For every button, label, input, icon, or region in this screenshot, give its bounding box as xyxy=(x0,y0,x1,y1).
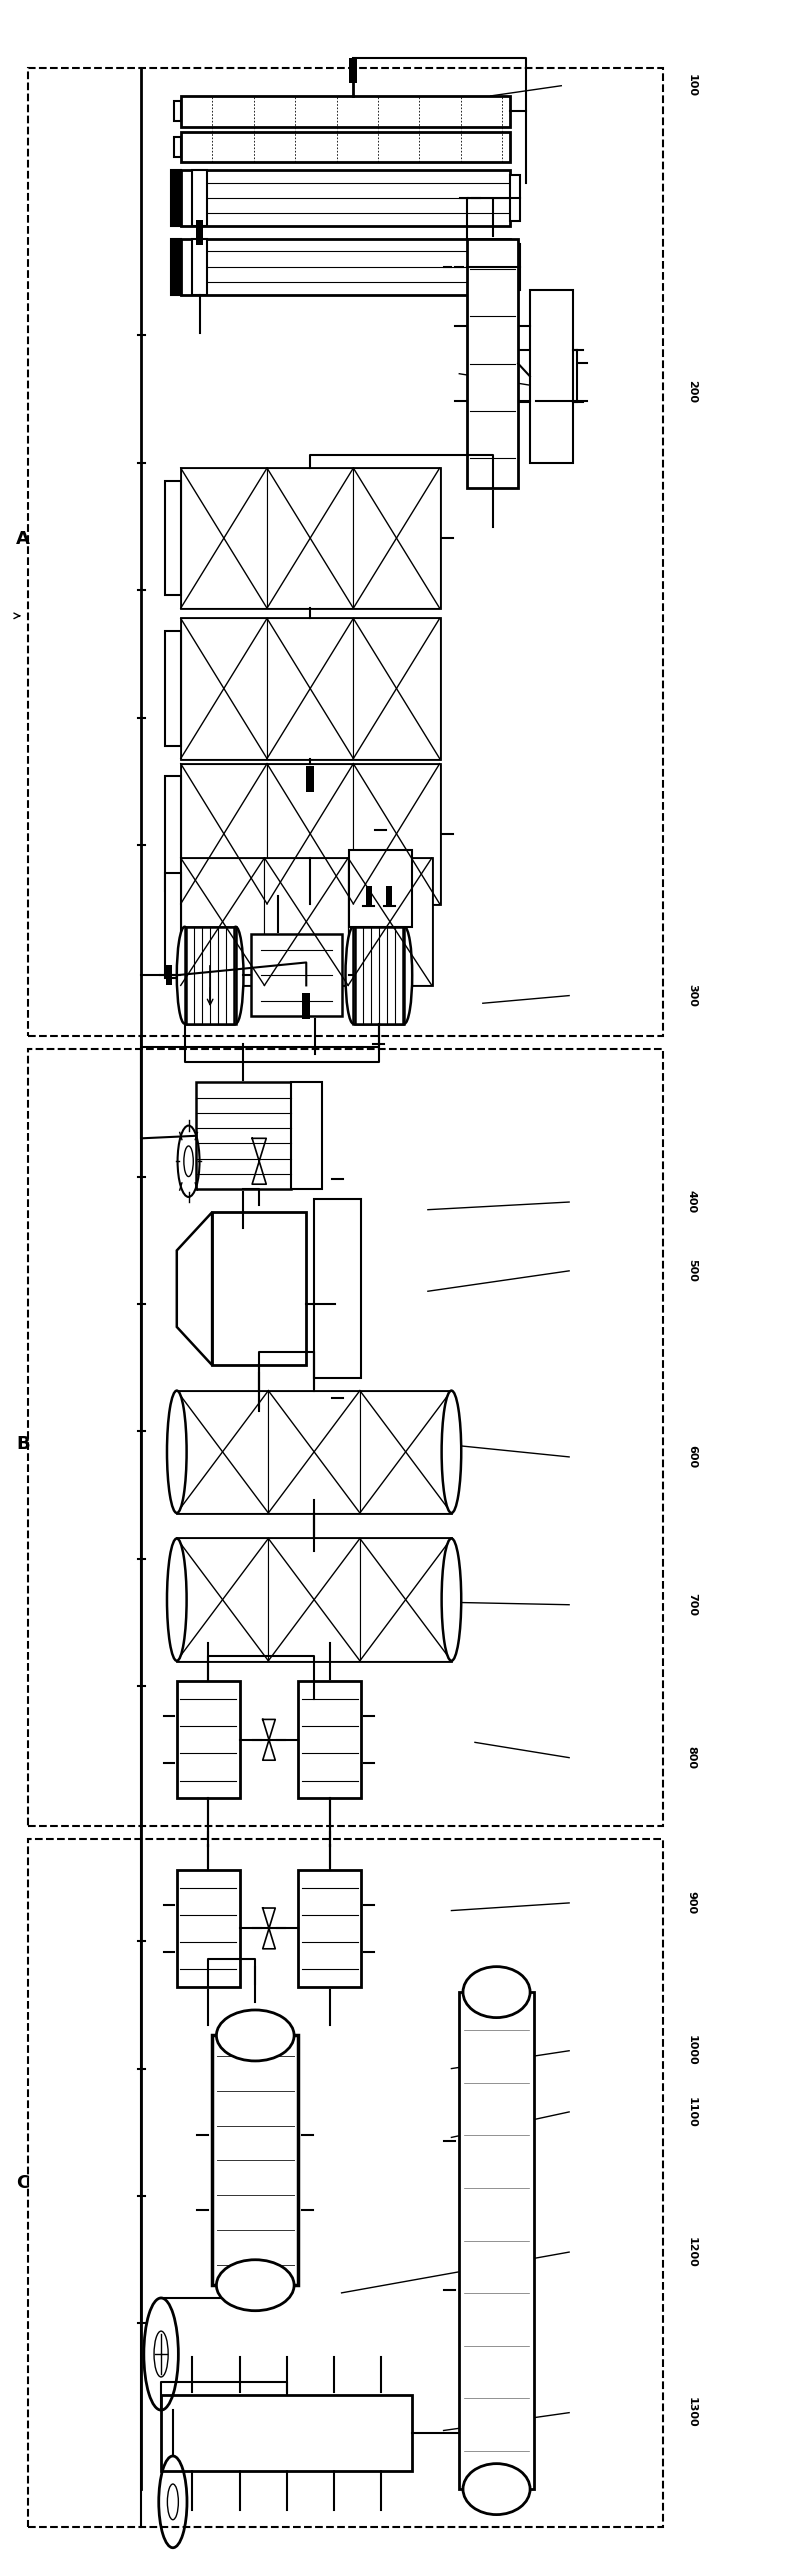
Bar xyxy=(181,169,510,225)
Bar xyxy=(459,1992,534,2488)
Bar xyxy=(467,238,518,488)
Ellipse shape xyxy=(216,2010,294,2061)
Bar xyxy=(177,1869,239,1987)
Ellipse shape xyxy=(346,926,361,1023)
Bar xyxy=(181,238,510,294)
Bar xyxy=(177,1391,268,1514)
Bar xyxy=(177,1539,451,1662)
Bar xyxy=(212,2035,298,2286)
Bar xyxy=(366,887,372,905)
Bar xyxy=(166,964,172,984)
Bar xyxy=(181,130,510,161)
Ellipse shape xyxy=(167,1539,186,1662)
Bar xyxy=(181,619,439,759)
Bar xyxy=(302,992,310,1018)
Bar xyxy=(268,1391,360,1514)
Bar xyxy=(161,2396,412,2470)
Ellipse shape xyxy=(463,2462,530,2514)
Bar xyxy=(181,765,439,903)
Bar xyxy=(267,468,354,609)
Bar xyxy=(510,174,519,220)
Bar xyxy=(171,238,181,294)
Text: 800: 800 xyxy=(687,1746,697,1769)
Bar xyxy=(268,1539,360,1662)
Bar xyxy=(290,1082,322,1189)
Bar xyxy=(181,468,267,609)
Ellipse shape xyxy=(228,926,243,1023)
Bar xyxy=(181,859,432,984)
Bar xyxy=(177,1539,268,1662)
Bar xyxy=(181,859,264,984)
Bar xyxy=(264,859,348,984)
Ellipse shape xyxy=(167,1391,186,1514)
Bar xyxy=(251,933,342,1015)
Bar xyxy=(212,1212,306,1365)
Text: 400: 400 xyxy=(687,1192,697,1215)
Ellipse shape xyxy=(177,926,193,1023)
Bar xyxy=(28,1048,663,1826)
Text: 1100: 1100 xyxy=(687,2097,697,2127)
Bar xyxy=(177,1391,451,1514)
Bar xyxy=(181,468,439,609)
Bar xyxy=(267,765,354,903)
Text: 300: 300 xyxy=(687,984,697,1007)
Text: 700: 700 xyxy=(687,1593,697,1616)
Text: 1300: 1300 xyxy=(687,2398,697,2429)
Bar xyxy=(193,238,207,294)
Ellipse shape xyxy=(463,1966,530,2017)
Bar xyxy=(314,1199,361,1378)
Bar xyxy=(530,289,573,463)
Text: 200: 200 xyxy=(687,381,697,404)
Bar xyxy=(306,767,314,793)
Ellipse shape xyxy=(442,1539,462,1662)
Bar xyxy=(360,1391,451,1514)
Bar xyxy=(165,632,181,747)
Bar xyxy=(354,468,439,609)
Bar xyxy=(174,102,181,120)
Text: 600: 600 xyxy=(687,1445,697,1468)
Bar xyxy=(186,926,234,1023)
Bar xyxy=(360,1539,451,1662)
Bar xyxy=(355,926,403,1023)
Text: 1200: 1200 xyxy=(687,2237,697,2268)
Bar xyxy=(171,169,181,225)
Bar xyxy=(354,765,439,903)
Bar xyxy=(354,619,439,759)
Bar xyxy=(196,220,204,245)
Ellipse shape xyxy=(216,2260,294,2312)
Bar xyxy=(350,851,412,926)
Bar xyxy=(197,1082,290,1189)
Bar xyxy=(165,874,181,977)
Bar xyxy=(28,1838,663,2526)
Bar xyxy=(185,926,236,1023)
Text: B: B xyxy=(16,1434,29,1452)
Bar xyxy=(298,1680,361,1798)
Bar xyxy=(510,243,519,289)
Bar xyxy=(251,933,259,1015)
Bar xyxy=(181,97,510,125)
Bar xyxy=(350,59,358,84)
Bar xyxy=(386,887,393,905)
Bar xyxy=(181,765,267,903)
Bar xyxy=(267,619,354,759)
Bar xyxy=(28,69,663,1036)
Bar xyxy=(165,481,181,596)
Text: A: A xyxy=(16,529,30,547)
Bar xyxy=(334,933,342,1015)
Ellipse shape xyxy=(442,1391,462,1514)
Bar xyxy=(181,619,267,759)
Bar xyxy=(298,1869,361,1987)
Text: 900: 900 xyxy=(687,1892,697,1915)
Text: 100: 100 xyxy=(687,74,697,97)
Bar xyxy=(174,136,181,156)
Bar xyxy=(354,926,404,1023)
Bar xyxy=(165,777,181,890)
Bar xyxy=(193,169,207,225)
Text: 1000: 1000 xyxy=(687,2035,697,2066)
Ellipse shape xyxy=(396,926,412,1023)
Bar xyxy=(177,1680,239,1798)
Bar xyxy=(348,859,432,984)
Text: 500: 500 xyxy=(687,1261,697,1281)
Text: C: C xyxy=(16,2173,29,2191)
